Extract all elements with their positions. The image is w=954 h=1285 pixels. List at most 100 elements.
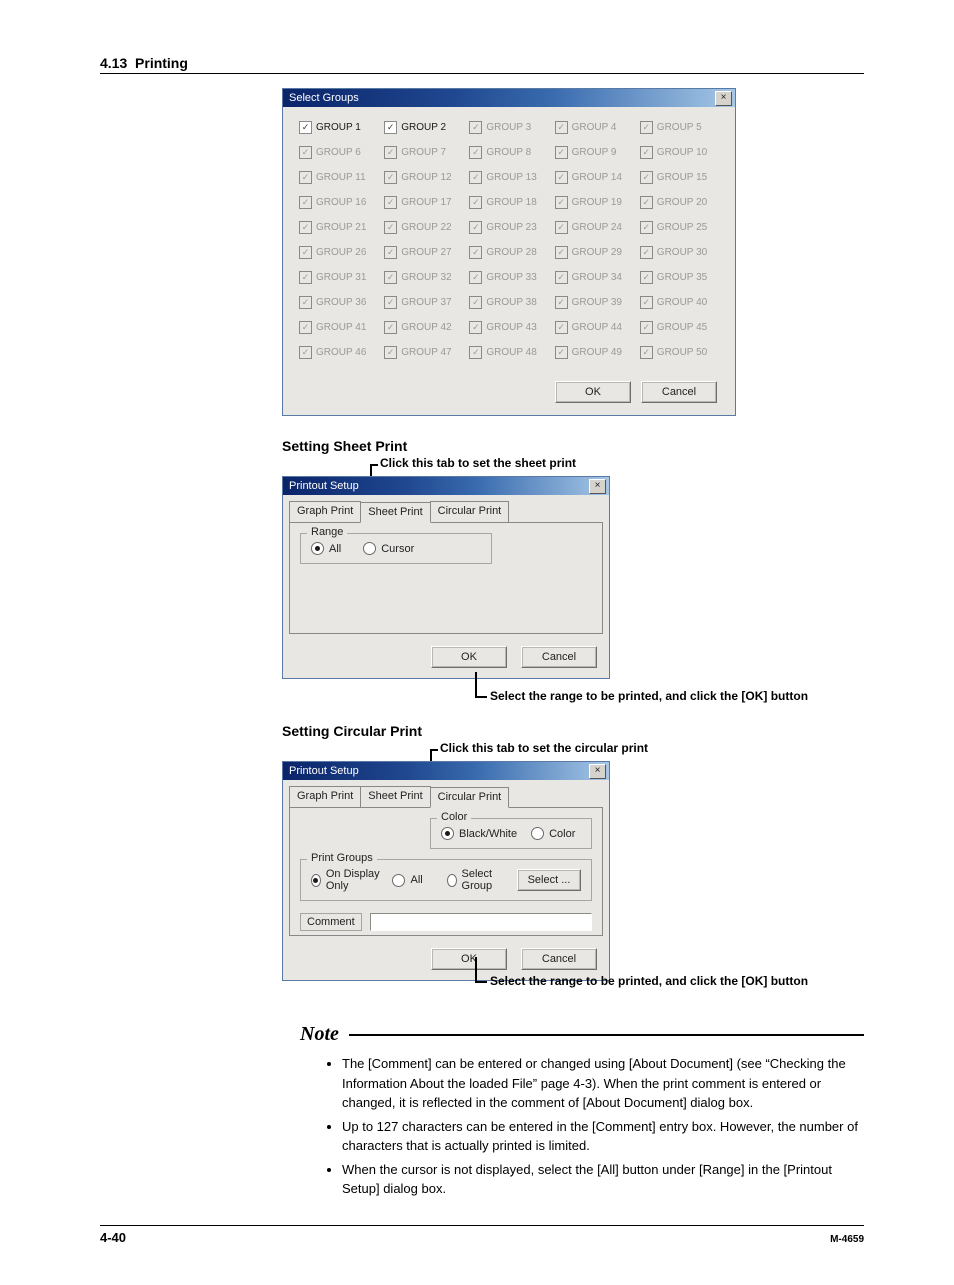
section-header: 4.13 Printing: [100, 55, 864, 74]
ok-button[interactable]: OK: [431, 646, 507, 668]
checkbox-icon: ✓: [555, 221, 568, 234]
group-label: GROUP 11: [316, 172, 366, 183]
radio-select-group[interactable]: Select Group: [447, 868, 507, 892]
tab-graph-print[interactable]: Graph Print: [289, 501, 361, 522]
circular-print-titlebar: Printout Setup ×: [283, 762, 609, 780]
group-checkbox-item: ✓GROUP 26: [299, 246, 378, 259]
checkbox-icon: ✓: [299, 321, 312, 334]
group-label: GROUP 25: [657, 222, 707, 233]
checkbox-icon: ✓: [299, 221, 312, 234]
radio-color[interactable]: Color: [531, 827, 575, 840]
sheet-print-ok-callout: Select the range to be printed, and clic…: [490, 689, 808, 703]
ok-button[interactable]: OK: [431, 948, 507, 970]
group-checkbox-item[interactable]: ✓GROUP 2: [384, 121, 463, 134]
group-checkbox-item[interactable]: ✓GROUP 1: [299, 121, 378, 134]
checkbox-icon: ✓: [469, 346, 482, 359]
group-checkbox-item: ✓GROUP 45: [640, 321, 719, 334]
group-label: GROUP 14: [572, 172, 622, 183]
checkbox-icon: ✓: [469, 221, 482, 234]
group-checkbox-item: ✓GROUP 36: [299, 296, 378, 309]
callout-line: [475, 696, 487, 698]
section-number: 4.13: [100, 55, 127, 71]
checkbox-icon: ✓: [299, 171, 312, 184]
group-checkbox-item: ✓GROUP 32: [384, 271, 463, 284]
group-label: GROUP 38: [486, 297, 536, 308]
cancel-button[interactable]: Cancel: [521, 948, 597, 970]
close-icon[interactable]: ×: [589, 479, 606, 494]
group-checkbox-item: ✓GROUP 10: [640, 146, 719, 159]
group-label: GROUP 4: [572, 122, 617, 133]
group-checkbox-item: ✓GROUP 20: [640, 196, 719, 209]
tab-circular-print[interactable]: Circular Print: [430, 787, 510, 808]
checkbox-icon: ✓: [299, 146, 312, 159]
group-label: GROUP 48: [486, 347, 536, 358]
cancel-button[interactable]: Cancel: [521, 646, 597, 668]
tab-sheet-print[interactable]: Sheet Print: [360, 786, 430, 807]
group-checkbox-item: ✓ GROUP 11: [299, 171, 378, 184]
group-label: GROUP 30: [657, 247, 707, 258]
note-heading: Note: [300, 1023, 339, 1046]
checkbox-icon: ✓: [640, 246, 653, 259]
group-label: GROUP 17: [401, 197, 451, 208]
radio-all[interactable]: All: [311, 542, 341, 555]
group-label: GROUP 10: [657, 147, 707, 158]
radio-display-label: On Display Only: [326, 868, 383, 892]
checkbox-icon: ✓: [384, 296, 397, 309]
select-button[interactable]: Select ...: [517, 869, 581, 891]
group-checkbox-item: ✓GROUP 25: [640, 221, 719, 234]
group-label: GROUP 19: [572, 197, 622, 208]
note-list: The [Comment] can be entered or changed …: [300, 1054, 864, 1199]
radio-color-label: Color: [549, 828, 575, 840]
tab-graph-print[interactable]: Graph Print: [289, 786, 361, 807]
checkbox-icon[interactable]: ✓: [384, 121, 397, 134]
checkbox-icon: ✓: [384, 321, 397, 334]
group-label: GROUP 12: [401, 172, 451, 183]
checkbox-icon: ✓: [555, 146, 568, 159]
group-checkbox-item: ✓GROUP 44: [555, 321, 634, 334]
group-label: GROUP 15: [657, 172, 707, 183]
checkbox-icon: ✓: [469, 121, 482, 134]
group-label: GROUP 42: [401, 322, 451, 333]
group-label: GROUP 34: [572, 272, 622, 283]
circular-print-tab-callout: Click this tab to set the circular print: [282, 741, 864, 761]
checkbox-icon: ✓: [640, 346, 653, 359]
checkbox-icon[interactable]: ✓: [299, 121, 312, 134]
checkbox-icon: ✓: [469, 196, 482, 209]
group-label: GROUP 37: [401, 297, 451, 308]
group-checkbox-item: ✓ GROUP 48: [469, 346, 548, 359]
group-label: GROUP 31: [316, 272, 366, 283]
circular-print-pane: Color Black/White Color Print Groups On …: [289, 807, 603, 936]
circular-print-dialog: Printout Setup × Graph Print Sheet Print…: [282, 761, 610, 981]
callout-line: [475, 672, 477, 696]
group-checkbox-item: ✓GROUP 9: [555, 146, 634, 159]
circular-print-heading: Setting Circular Print: [282, 723, 864, 739]
sheet-print-dialog: Printout Setup × Graph Print Sheet Print…: [282, 476, 610, 679]
group-checkbox-item: ✓GROUP 49: [555, 346, 634, 359]
checkbox-icon: ✓: [384, 346, 397, 359]
group-checkbox-item: ✓GROUP 34: [555, 271, 634, 284]
group-checkbox-item: ✓ GROUP 50: [640, 346, 719, 359]
tab-circular-print[interactable]: Circular Print: [430, 501, 510, 522]
group-label: GROUP 49: [572, 347, 622, 358]
radio-cursor[interactable]: Cursor: [363, 542, 414, 555]
tab-sheet-print[interactable]: Sheet Print: [360, 502, 430, 523]
ok-button[interactable]: OK: [555, 381, 631, 403]
group-label: GROUP 6: [316, 147, 361, 158]
select-groups-title: Select Groups: [289, 92, 359, 104]
group-checkbox-item: ✓GROUP 35: [640, 271, 719, 284]
section-title: Printing: [135, 55, 188, 71]
radio-on-display-only[interactable]: On Display Only: [311, 868, 382, 892]
comment-input[interactable]: [370, 913, 592, 931]
close-icon[interactable]: ×: [715, 91, 732, 106]
group-checkbox-item: ✓ GROUP 42: [384, 321, 463, 334]
close-icon[interactable]: ×: [589, 764, 606, 779]
group-label: GROUP 7: [401, 147, 446, 158]
checkbox-icon: ✓: [299, 271, 312, 284]
group-label: GROUP 41: [316, 322, 366, 333]
group-checkbox-item: ✓GROUP 4: [555, 121, 634, 134]
group-label: GROUP 50: [657, 347, 707, 358]
group-checkbox-item: ✓GROUP 18: [469, 196, 548, 209]
radio-blackwhite[interactable]: Black/White: [441, 827, 517, 840]
cancel-button[interactable]: Cancel: [641, 381, 717, 403]
radio-all-groups[interactable]: All: [392, 874, 422, 887]
